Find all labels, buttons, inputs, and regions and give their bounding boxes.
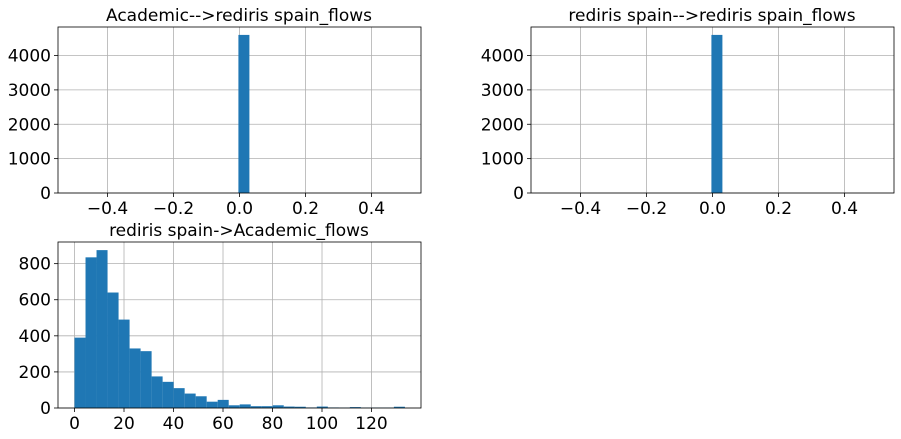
chart-3-x-tick-label-3: 60: [212, 414, 234, 434]
chart-3-bar-2: [96, 250, 108, 408]
chart-3-y-tick-label-3: 600: [19, 291, 51, 311]
chart-2-y-tick-label-4: 4000: [481, 47, 524, 67]
chart-1-x-tick-label-0: −0.4: [87, 199, 128, 219]
chart-2-x-tick-label-4: 0.4: [831, 199, 858, 219]
chart-3-y-tick-label-4: 800: [19, 255, 51, 275]
chart-3-x-tick-label-0: 0: [69, 414, 80, 434]
chart-title-2: rediris spain-->rediris spain_flows: [568, 6, 855, 26]
chart-3-bar-12: [206, 401, 218, 408]
chart-3-x-tick-label-1: 20: [113, 414, 135, 434]
chart-3-bar-8: [162, 381, 174, 408]
chart-3-bar-0: [74, 337, 86, 408]
chart-2-bar-0: [711, 34, 723, 194]
chart-2-group: −0.4 −0.2 0.0 0.2 0.4 0 1000 2000 3000 4000: [481, 26, 895, 219]
chart-title-3: rediris spain->Academic_flows: [109, 221, 369, 241]
chart-1-x-tick-label-4: 0.4: [358, 199, 385, 219]
chart-3-bar-11: [195, 396, 207, 408]
chart-3-bar-29: [393, 406, 405, 408]
chart-2-x-tick-label-1: −0.2: [626, 199, 667, 219]
chart-2-x-tick-label-2: 0.0: [699, 199, 726, 219]
chart-3-x-tick-label-6: 120: [355, 414, 387, 434]
chart-1-x-tick-label-2: 0.0: [226, 199, 253, 219]
chart-3-bar-7: [151, 376, 163, 408]
chart-1-y-tick-label-1: 1000: [8, 150, 51, 170]
chart-3-bar-4: [118, 319, 130, 408]
chart-3-bar-25: [349, 407, 361, 408]
chart-3-bar-20: [294, 406, 306, 408]
chart-3-x-tick-label-5: 100: [306, 414, 338, 434]
chart-2-y-tick-label-3: 3000: [481, 81, 524, 101]
chart-3-bar-19: [283, 406, 295, 408]
chart-3-bar-9: [173, 388, 185, 408]
chart-3-bar-6: [140, 351, 152, 408]
chart-title-1: Academic-->rediris spain_flows: [106, 6, 372, 26]
chart-2-x-tick-label-0: −0.4: [560, 199, 601, 219]
chart-1-y-tick-label-3: 3000: [8, 81, 51, 101]
chart-3-group: 0 20 40 60 80 100 120 0 200 400 600 800: [19, 241, 422, 434]
chart-3-x-tick-label-4: 80: [262, 414, 284, 434]
chart-1-y-tick-label-0: 0: [40, 184, 51, 204]
chart-1-x-tick-label-3: 0.2: [292, 199, 319, 219]
chart-3-y-tick-label-1: 200: [19, 363, 51, 383]
chart-2-y-tick-label-1: 1000: [481, 150, 524, 170]
chart-3-bar-18: [272, 405, 284, 408]
chart-3-bar-3: [107, 292, 119, 408]
chart-3-bar-13: [217, 399, 229, 408]
chart-2-y-tick-label-2: 2000: [481, 115, 524, 135]
chart-1-y-tick-label-2: 2000: [8, 115, 51, 135]
chart-3-axes-frame: [57, 241, 422, 409]
chart-2-y-tick-label-0: 0: [513, 184, 524, 204]
chart-3-x-tick-label-2: 40: [163, 414, 185, 434]
chart-3-bar-10: [184, 393, 196, 408]
chart-3-bar-16: [250, 406, 262, 408]
chart-3-y-tick-label-2: 400: [19, 327, 51, 347]
chart-3-y-tick-label-0: 0: [40, 399, 51, 419]
chart-3-bar-15: [239, 404, 251, 408]
chart-1-group: −0.4 −0.2 0.0 0.2 0.4 0 1000 2000 3000 4000: [8, 26, 422, 219]
chart-3-bar-14: [228, 405, 240, 408]
chart-1-bar-0: [238, 34, 250, 194]
chart-2-x-tick-label-3: 0.2: [765, 199, 792, 219]
chart-3-bar-1: [85, 257, 97, 408]
chart-3-bar-22: [316, 406, 328, 408]
chart-1-x-tick-label-1: −0.2: [153, 199, 194, 219]
chart-3-bar-5: [129, 348, 141, 408]
chart-1-y-tick-label-4: 4000: [8, 47, 51, 67]
chart-3-bar-17: [261, 406, 273, 408]
